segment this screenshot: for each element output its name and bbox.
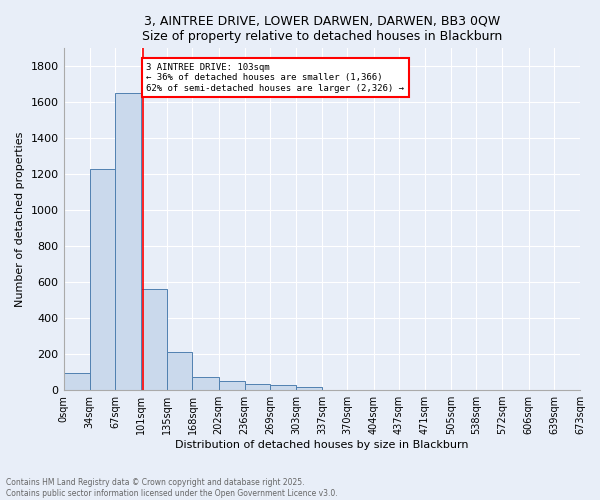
X-axis label: Distribution of detached houses by size in Blackburn: Distribution of detached houses by size …: [175, 440, 469, 450]
Bar: [270, 385, 296, 390]
Bar: [167, 352, 193, 390]
Text: Contains HM Land Registry data © Crown copyright and database right 2025.
Contai: Contains HM Land Registry data © Crown c…: [6, 478, 338, 498]
Bar: [89, 169, 115, 390]
Bar: [245, 384, 270, 390]
Y-axis label: Number of detached properties: Number of detached properties: [15, 132, 25, 307]
Bar: [193, 378, 218, 390]
Text: 3 AINTREE DRIVE: 103sqm
← 36% of detached houses are smaller (1,366)
62% of semi: 3 AINTREE DRIVE: 103sqm ← 36% of detache…: [146, 62, 404, 92]
Bar: [115, 94, 141, 390]
Bar: [218, 382, 245, 390]
Title: 3, AINTREE DRIVE, LOWER DARWEN, DARWEN, BB3 0QW
Size of property relative to det: 3, AINTREE DRIVE, LOWER DARWEN, DARWEN, …: [142, 15, 502, 43]
Bar: [141, 290, 167, 390]
Bar: [296, 388, 322, 390]
Bar: [64, 373, 89, 390]
